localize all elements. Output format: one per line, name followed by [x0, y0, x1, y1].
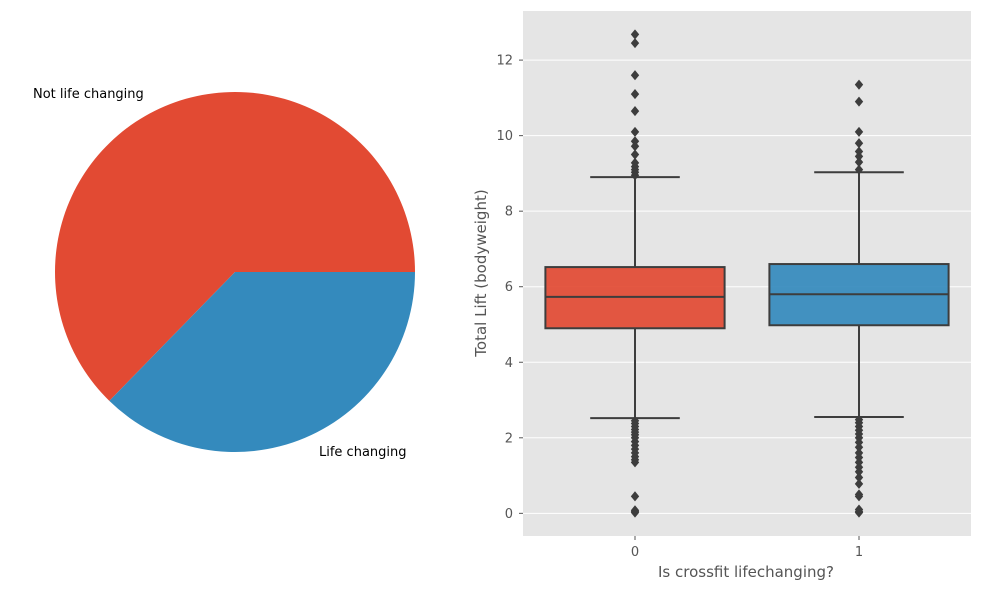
- y-tick-label: 12: [496, 54, 513, 69]
- y-tick-label: 10: [496, 129, 513, 144]
- y-axis-label: Total Lift (bodyweight): [472, 189, 490, 357]
- box-0: [544, 29, 726, 518]
- outlier-point: [854, 447, 864, 458]
- y-tick-label: 8: [505, 205, 513, 220]
- y-tick-label: 6: [505, 280, 513, 295]
- outlier-point: [630, 415, 640, 426]
- pie-label: Not life changing: [33, 87, 144, 102]
- outlier-point: [630, 126, 640, 137]
- outlier-point: [630, 106, 640, 117]
- outlier-point: [630, 89, 640, 100]
- outlier-point: [854, 472, 864, 483]
- y-tick-label: 2: [505, 431, 513, 446]
- pie-slice-not-life-changing: [55, 91, 416, 401]
- box-1: [768, 79, 950, 518]
- outlier-point: [854, 478, 864, 489]
- x-tick-label: 1: [855, 545, 863, 560]
- boxes: [544, 29, 950, 518]
- y-tick-label: 0: [505, 507, 513, 522]
- outlier-point: [630, 136, 640, 147]
- outlier-point: [630, 491, 640, 502]
- outlier-point: [854, 79, 864, 90]
- outlier-point: [630, 38, 640, 49]
- outlier-point: [854, 96, 864, 107]
- pie-slice-life-changing: [109, 272, 415, 453]
- pie-chart: Not life changing Life changing: [33, 87, 416, 460]
- outlier-point: [630, 505, 640, 516]
- x-axis-label: Is crossfit lifechanging?: [658, 563, 834, 581]
- outlier-point: [854, 414, 864, 425]
- outlier-point: [630, 70, 640, 81]
- outlier-point: [854, 504, 864, 515]
- pie-label: Life changing: [319, 445, 407, 460]
- outlier-point: [854, 164, 864, 175]
- outlier-point: [854, 138, 864, 149]
- y-tick-label: 4: [505, 356, 513, 371]
- outlier-point: [854, 126, 864, 137]
- y-tick-labels: 0 2 4 6 8 10 12: [496, 54, 523, 522]
- x-tick-label: 0: [631, 545, 639, 560]
- outlier-point: [854, 146, 864, 157]
- outlier-point: [630, 29, 640, 40]
- outlier-point: [854, 157, 864, 168]
- outlier-point: [854, 489, 864, 500]
- outlier-point: [630, 157, 640, 168]
- outlier-point: [630, 149, 640, 160]
